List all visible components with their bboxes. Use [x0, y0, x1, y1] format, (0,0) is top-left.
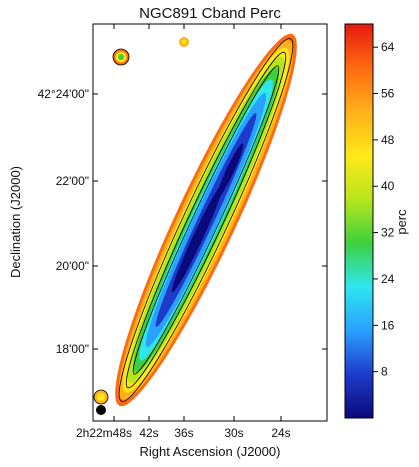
colorbar-tick-label: 48	[381, 133, 395, 147]
contour-middle	[125, 51, 287, 389]
x-axis-ticks: 2h22m48s 42s 36s 30s 24s	[76, 24, 291, 440]
x-tick-label: 2h22m48s	[76, 426, 132, 440]
y-tick-label: 18'00"	[56, 342, 89, 356]
colorbar-tick-label: 24	[381, 272, 395, 286]
point-source-bottom-left	[93, 389, 109, 405]
beam-marker	[96, 405, 106, 415]
colorbar-tick-label: 32	[381, 226, 395, 240]
colorbar-tick-label: 64	[381, 40, 395, 54]
point-source-top-left	[112, 48, 130, 66]
y-tick-label: 20'00"	[56, 259, 89, 273]
colorbar-label: perc	[394, 209, 409, 235]
contour-outer	[118, 38, 294, 402]
x-tick-label: 42s	[139, 426, 158, 440]
point-source-top	[179, 37, 189, 47]
plot-frame	[92, 23, 328, 422]
colorbar-ticks: 8 16 24 32 40 48 56 64	[373, 40, 395, 379]
chart-title: NGC891 Cband Perc	[139, 5, 281, 22]
x-tick-label: 30s	[224, 426, 243, 440]
colorbar-tick-label: 16	[381, 318, 395, 332]
y-tick-label: 22'00"	[56, 174, 89, 188]
colorbar-tick-label: 56	[381, 87, 395, 101]
x-axis-label: Right Ascension (J2000)	[140, 444, 281, 459]
y-tick-label: 42°24'00"	[38, 87, 89, 101]
colorbar-tick-label: 40	[381, 179, 395, 193]
x-tick-label: 36s	[174, 426, 193, 440]
x-tick-label: 24s	[271, 426, 290, 440]
map-image	[93, 24, 327, 421]
y-axis-ticks: 42°24'00" 22'00" 20'00" 18'00"	[38, 87, 327, 356]
colorbar	[344, 23, 374, 419]
colorbar-tick-label: 8	[381, 365, 388, 379]
contour-inner	[132, 65, 280, 375]
y-axis-label: Declination (J2000)	[8, 166, 23, 278]
